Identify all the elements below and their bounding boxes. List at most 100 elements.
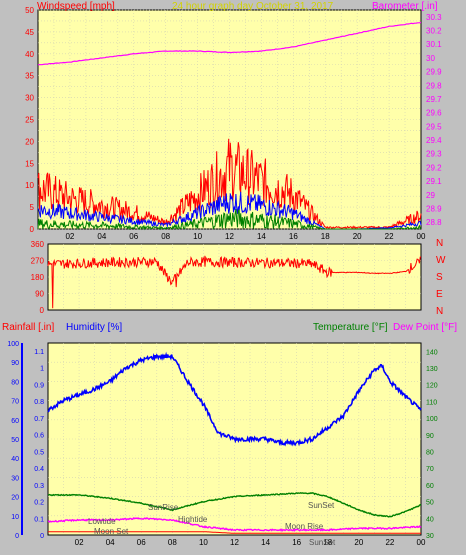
- sunset-label: SunSet: [308, 501, 335, 510]
- x-tick-label: 12: [230, 538, 239, 547]
- hightide-label: Hightide: [178, 515, 208, 524]
- sunrise-label: SunRise: [148, 503, 179, 512]
- temp-tick-label: 50: [426, 500, 434, 507]
- chart-title: 24 hour graph day October 31, 2017: [172, 1, 334, 12]
- temp-tick-label: 40: [426, 516, 434, 523]
- x-tick-label: 06: [129, 232, 138, 241]
- humidity-tick-label: 0: [15, 533, 19, 540]
- rain-tick-label: 0.2: [34, 500, 44, 507]
- x-tick-label: 06: [137, 538, 146, 547]
- baro-tick-label: 29.6: [426, 109, 442, 118]
- x-tick-label: 10: [193, 232, 202, 241]
- baro-tick-label: 29.5: [426, 122, 442, 131]
- baro-tick-label: 29.4: [426, 136, 442, 145]
- temperature-series: [48, 492, 422, 518]
- compass-label: S: [436, 272, 443, 283]
- humidity-tick-label: 10: [11, 514, 19, 521]
- x-tick-label: 22: [385, 232, 394, 241]
- x-tick-label: 16: [292, 538, 301, 547]
- dir-tick-label: 180: [31, 273, 45, 282]
- wind-tick-label: 50: [25, 6, 34, 15]
- baro-tick-label: 28.9: [426, 204, 442, 213]
- wind-tick-label: 20: [25, 137, 34, 146]
- x-tick-label: 20: [353, 232, 362, 241]
- baro-tick-label: 30.1: [426, 40, 442, 49]
- rain-tick-label: 1.1: [34, 349, 44, 356]
- humidity-series: [47, 351, 422, 447]
- baro-tick-label: 28.8: [426, 218, 442, 227]
- x-tick-label: 08: [161, 232, 170, 241]
- humidity-tick-label: 70: [11, 399, 19, 406]
- dewpoint-axis-label: Dew Point [°F]: [393, 322, 457, 333]
- wind-tick-label: 35: [25, 72, 34, 81]
- rain-tick-label: 0.6: [34, 433, 44, 440]
- humidity-tick-label: 100: [7, 341, 19, 348]
- x-tick-label: 00: [417, 232, 426, 241]
- temp-tick-label: 70: [426, 466, 434, 473]
- lowtide-label: Lowtide: [88, 517, 116, 526]
- wind-tick-label: 40: [25, 50, 34, 59]
- dewpoint-series: [47, 517, 422, 532]
- baro-tick-label: 30.3: [426, 13, 442, 22]
- rain-tick-label: 0.1: [34, 516, 44, 523]
- x-tick-label: 02: [65, 232, 74, 241]
- rain-tick-label: 0.3: [34, 483, 44, 490]
- compass-label: N: [436, 238, 443, 249]
- baro-tick-label: 29.1: [426, 177, 442, 186]
- x-tick-label: 14: [257, 232, 266, 241]
- barometer-axis-label: Barometer [.in]: [372, 1, 438, 12]
- rainfall-axis-label: Rainfall [.in]: [2, 322, 54, 333]
- humidity-tick-label: 30: [11, 475, 19, 482]
- x-tick-label: 04: [97, 232, 106, 241]
- compass-label: W: [436, 255, 446, 266]
- rain-tick-label: 0.7: [34, 416, 44, 423]
- avg-wind-series: [37, 209, 422, 231]
- dir-tick-label: 90: [35, 290, 44, 299]
- dir-tick-label: 360: [31, 240, 45, 249]
- compass-label: N: [436, 306, 443, 317]
- humidity-tick-label: 90: [11, 360, 19, 367]
- wind-tick-label: 0: [30, 225, 35, 234]
- x-tick-label: 12: [225, 232, 234, 241]
- humidity-tick-label: 80: [11, 379, 19, 386]
- temp-tick-label: 30: [426, 533, 434, 540]
- x-tick-label: 18: [321, 232, 330, 241]
- x-tick-label: 18: [323, 538, 332, 547]
- wind-direction-series: [47, 255, 422, 309]
- dir-tick-label: 270: [31, 257, 45, 266]
- humidity-tick-label: 50: [11, 437, 19, 444]
- rainfall-series: [48, 531, 421, 534]
- x-tick-label: 02: [75, 538, 84, 547]
- x-tick-label: 22: [385, 538, 394, 547]
- rain-tick-label: 0.5: [34, 449, 44, 456]
- x-tick-label: 08: [168, 538, 177, 547]
- barometer-series: [37, 21, 422, 66]
- x-tick-label: 16: [289, 232, 298, 241]
- baro-tick-label: 29.9: [426, 68, 442, 77]
- temp-tick-label: 100: [426, 416, 438, 423]
- baro-tick-label: 29.3: [426, 150, 442, 159]
- baro-tick-label: 30: [426, 54, 435, 63]
- rain-tick-label: 0.4: [34, 466, 44, 473]
- x-tick-label: 10: [199, 538, 208, 547]
- wind-tick-label: 25: [25, 116, 34, 125]
- windspeed-series: [37, 138, 422, 230]
- wind-tick-label: 5: [30, 203, 35, 212]
- baro-tick-label: 30.2: [426, 27, 442, 36]
- humidity-tick-label: 40: [11, 456, 19, 463]
- baro-tick-label: 29.2: [426, 163, 442, 172]
- baro-tick-label: 29.8: [426, 81, 442, 90]
- temp-tick-label: 60: [426, 483, 434, 490]
- humidity-axis-label: Humidity [%]: [66, 322, 122, 333]
- baro-tick-label: 29: [426, 191, 435, 200]
- humidity-tick-label: 20: [11, 495, 19, 502]
- temp-tick-label: 130: [426, 366, 438, 373]
- wind-tick-label: 15: [25, 159, 34, 168]
- dir-tick-label: 0: [40, 306, 45, 315]
- wind-tick-label: 45: [25, 28, 34, 37]
- wind-axis-label: Windspeed [mph]: [37, 1, 115, 12]
- rain-tick-label: 0.8: [34, 399, 44, 406]
- sunset2-label: SunSet: [309, 538, 336, 547]
- wind-tick-label: 10: [25, 181, 34, 190]
